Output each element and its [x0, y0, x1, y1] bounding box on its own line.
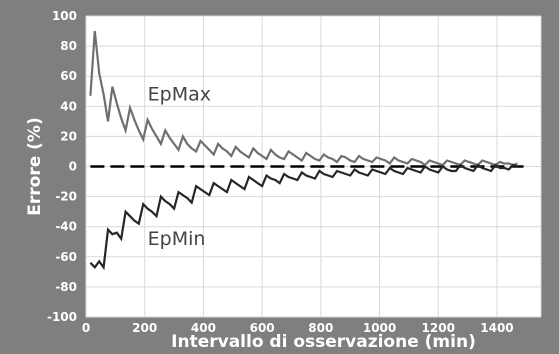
y-tick-label: -80: [55, 280, 77, 294]
y-tick-label: -100: [47, 310, 77, 324]
y-axis-ticks: -100 -80 -60 -40 -20 0 20 40 60 80 100: [47, 9, 77, 324]
y-tick-label: -60: [55, 250, 77, 264]
y-tick-label: 20: [60, 129, 77, 143]
series-line-epmax: [89, 30, 518, 167]
annotation-epmin: EpMin: [148, 228, 206, 250]
x-tick-label: 800: [308, 321, 333, 335]
y-tick-label: 0: [69, 160, 77, 174]
x-tick-label: 1400: [480, 321, 513, 335]
x-tick-label: 1200: [422, 321, 455, 335]
y-axis-title: Errore (%): [25, 117, 45, 215]
series-line-epmin: [89, 163, 518, 271]
y-tick-label: -20: [55, 190, 77, 204]
annotation-epmax: EpMax: [148, 83, 211, 105]
x-tick-label: 0: [82, 321, 90, 335]
x-tick-label: 200: [132, 321, 157, 335]
y-tick-label: 40: [60, 99, 77, 113]
x-axis-title: Intervallo di osservazione (min): [171, 332, 476, 352]
series-layer: [89, 30, 518, 271]
y-tick-label: -40: [55, 220, 77, 234]
x-tick-label: 400: [191, 321, 216, 335]
y-tick-label: 100: [52, 9, 77, 23]
x-tick-label: 1000: [363, 321, 396, 335]
x-tick-label: 600: [250, 321, 275, 335]
y-tick-label: 60: [60, 69, 77, 83]
series-annotations: EpMax EpMin: [148, 83, 211, 249]
y-tick-label: 80: [60, 39, 77, 53]
x-axis-ticks: 0 200 400 600 800 1000 1200 1400: [82, 321, 514, 335]
